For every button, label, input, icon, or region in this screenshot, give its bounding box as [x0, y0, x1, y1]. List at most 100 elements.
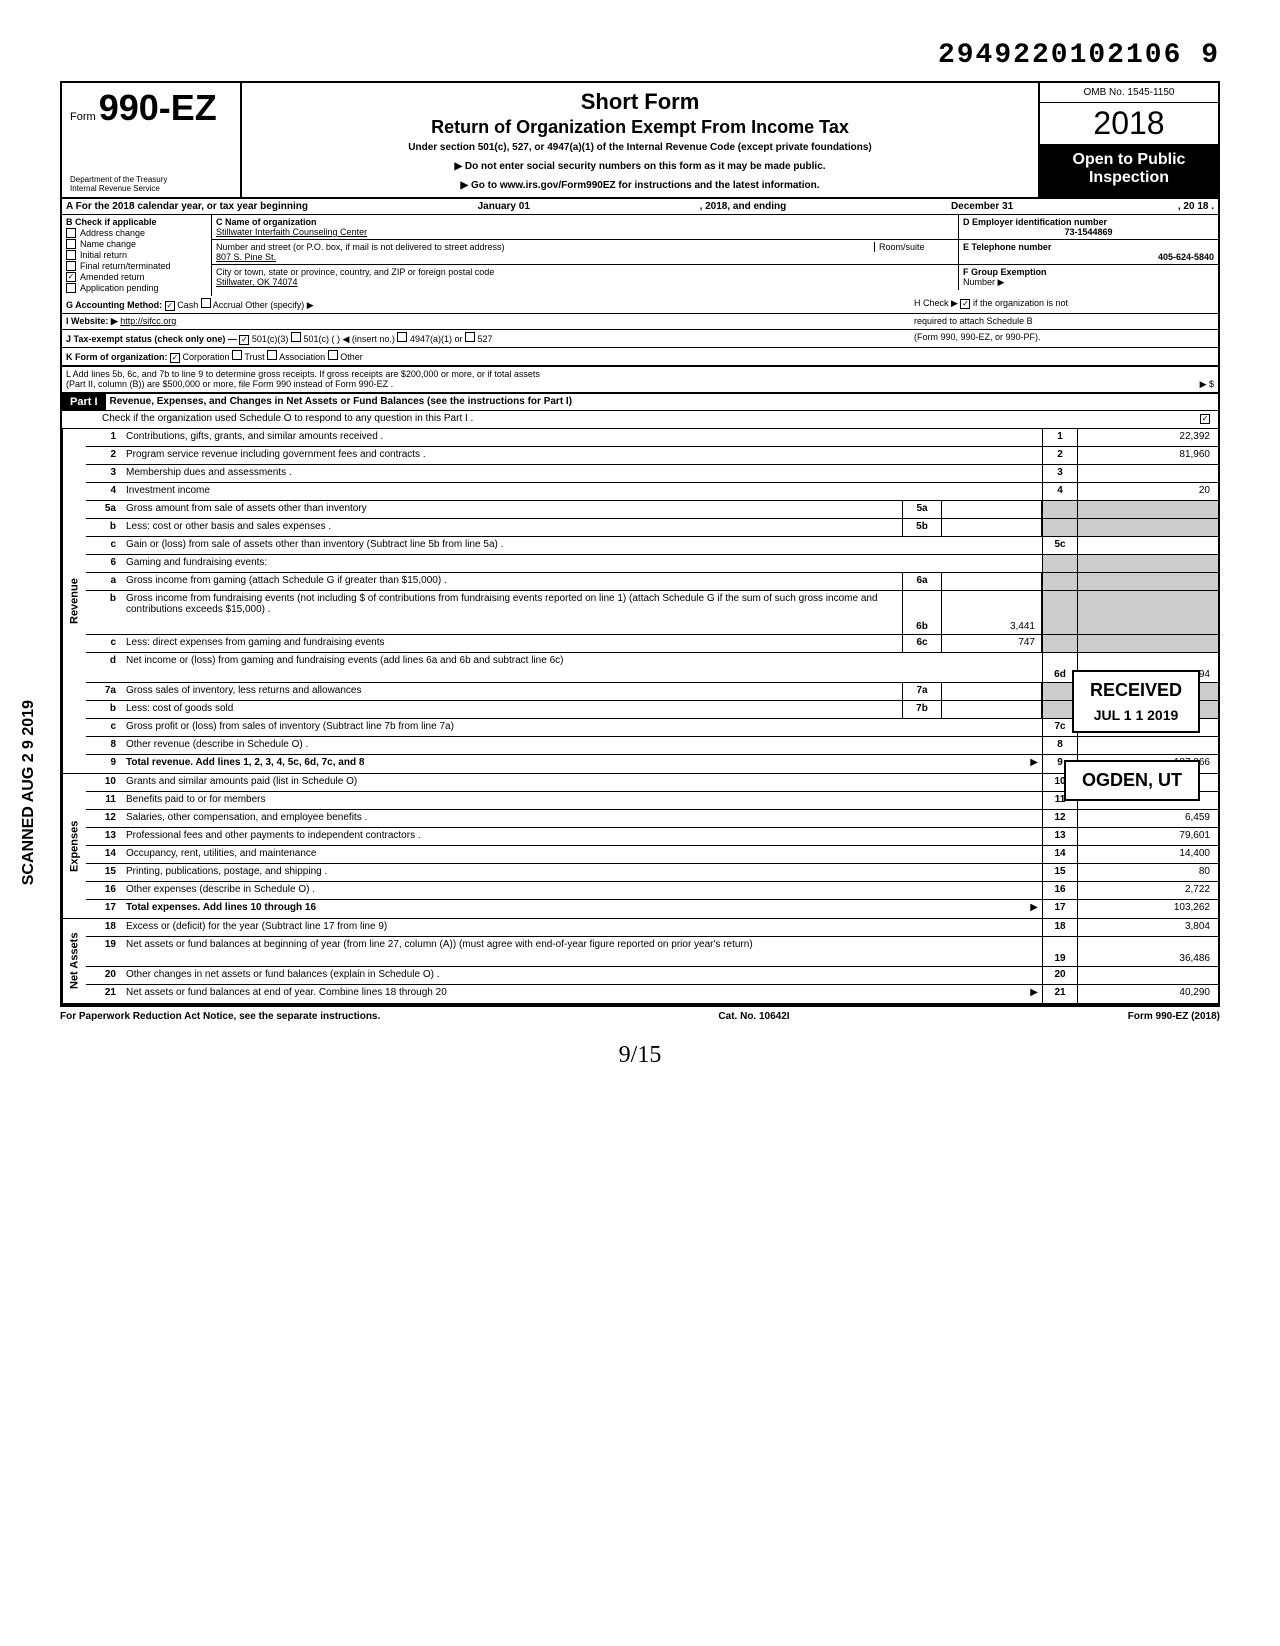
row-a-label-text: A For the 2018 calendar year, or tax yea… — [66, 201, 308, 212]
row-h: H Check ▶ if the organization is not — [914, 298, 1214, 311]
header-left: Form 990-EZ Department of the Treasury I… — [62, 83, 242, 197]
line-12-endnum: 12 — [1042, 810, 1078, 827]
l-arrow: ▶ $ — [1200, 379, 1214, 390]
line-6c-num: c — [86, 635, 122, 652]
line-6c: c Less: direct expenses from gaming and … — [86, 635, 1218, 653]
line-2-endnum: 2 — [1042, 447, 1078, 464]
line-5b-shade2 — [1078, 519, 1218, 536]
year-text: 2018 — [1093, 105, 1164, 141]
line-3-num: 3 — [86, 465, 122, 482]
line-5c: c Gain or (loss) from sale of assets oth… — [86, 537, 1218, 555]
row-a-end: December 31 — [790, 199, 1174, 214]
line-19-endnum: 19 — [1042, 937, 1078, 966]
line-5a-shade1 — [1042, 501, 1078, 518]
line-3-endnum: 3 — [1042, 465, 1078, 482]
line-13-value: 79,601 — [1078, 828, 1218, 845]
line-21-text: Net assets or fund balances at end of ye… — [122, 985, 1042, 1003]
chk-address-change[interactable]: Address change — [66, 228, 207, 238]
chk-amended-return[interactable]: Amended return — [66, 272, 207, 282]
line-4-num: 4 — [86, 483, 122, 500]
line-12-num: 12 — [86, 810, 122, 827]
part1-title: Revenue, Expenses, and Changes in Net As… — [106, 394, 1218, 410]
line-7a-midbox: 7a — [902, 683, 942, 700]
line-3-value — [1078, 465, 1218, 482]
line-11-num: 11 — [86, 792, 122, 809]
chk-initial-return[interactable]: Initial return — [66, 250, 207, 260]
line-6b-shade1 — [1042, 591, 1078, 634]
k-other: Other — [340, 352, 363, 362]
scanned-stamp: SCANNED AUG 2 9 2019 — [20, 700, 38, 885]
row-a-yr-text: , 20 18 . — [1178, 201, 1214, 212]
line-7b-num: b — [86, 701, 122, 718]
chk-4947-icon[interactable] — [397, 332, 407, 342]
line-6: 6 Gaming and fundraising events: — [86, 555, 1218, 573]
chk-corp-icon[interactable] — [170, 353, 180, 363]
chk-label-0: Address change — [80, 228, 145, 238]
chk-final-return[interactable]: Final return/terminated — [66, 261, 207, 271]
line-3: 3 Membership dues and assessments . 3 — [86, 465, 1218, 483]
section-b-c-d: B Check if applicable Address change Nam… — [60, 215, 1220, 296]
line-16-value: 2,722 — [1078, 882, 1218, 899]
h-label1: H Check ▶ — [914, 298, 958, 308]
line-15-num: 15 — [86, 864, 122, 881]
f-label: F Group Exemption — [963, 267, 1214, 277]
revenue-lines: 1 Contributions, gifts, grants, and simi… — [86, 429, 1218, 773]
line-6b-shade2 — [1078, 591, 1218, 634]
subtitle: Under section 501(c), 527, or 4947(a)(1)… — [252, 142, 1028, 153]
line-6c-midbox: 6c — [902, 635, 942, 652]
line-13-num: 13 — [86, 828, 122, 845]
page-footer: For Paperwork Reduction Act Notice, see … — [60, 1005, 1220, 1022]
line-4-text: Investment income — [122, 483, 1042, 500]
row-a-yr: , 20 18 . — [1174, 199, 1218, 214]
chk-label-1: Name change — [80, 239, 136, 249]
line-6c-shade1 — [1042, 635, 1078, 652]
chk-501c-icon[interactable] — [291, 332, 301, 342]
expenses-lines: 10 Grants and similar amounts paid (list… — [86, 774, 1218, 918]
line-6d-num: d — [86, 653, 122, 682]
line-21-endnum: 21 — [1042, 985, 1078, 1003]
chk-label-5: Application pending — [80, 283, 159, 293]
chk-label-3: Final return/terminated — [80, 261, 171, 271]
chk-trust-icon[interactable] — [232, 350, 242, 360]
col-b-checkboxes: B Check if applicable Address change Nam… — [62, 215, 212, 296]
line-15-text: Printing, publications, postage, and shi… — [122, 864, 1042, 881]
row-a-mid-text: , 2018, and ending — [700, 201, 787, 212]
line-4-value: 20 — [1078, 483, 1218, 500]
chk-cash-icon[interactable] — [165, 301, 175, 311]
open-to-public: Open to Public Inspection — [1040, 145, 1218, 197]
chk-other-icon[interactable] — [328, 350, 338, 360]
line-5a-midbox: 5a — [902, 501, 942, 518]
line-15-endnum: 15 — [1042, 864, 1078, 881]
line-7a-text: Gross sales of inventory, less returns a… — [122, 683, 902, 700]
line-17-bold: Total expenses. Add lines 10 through 16 — [126, 902, 316, 913]
row-k: K Form of organization: Corporation Trus… — [60, 348, 1220, 367]
chk-501c3-icon[interactable] — [239, 335, 249, 345]
line-6a-midval — [942, 573, 1042, 590]
row-a-label: A For the 2018 calendar year, or tax yea… — [62, 199, 312, 214]
line-7a-midval — [942, 683, 1042, 700]
row-address: Number and street (or P.O. box, if mail … — [212, 240, 1218, 265]
open-line1: Open to Public — [1046, 151, 1212, 169]
b-header-text: B Check if applicable — [66, 217, 157, 227]
chk-h-icon[interactable] — [960, 299, 970, 309]
line-18-endnum: 18 — [1042, 919, 1078, 936]
line-5c-text: Gain or (loss) from sale of assets other… — [122, 537, 1042, 554]
chk-accrual-icon[interactable] — [201, 298, 211, 308]
chk-name-change[interactable]: Name change — [66, 239, 207, 249]
chk-527-icon[interactable] — [465, 332, 475, 342]
b-header: B Check if applicable — [66, 217, 207, 227]
ogden-stamp: OGDEN, UT — [1064, 760, 1200, 801]
line-17-arrow: ▶ — [1030, 902, 1038, 913]
line-9-num: 9 — [86, 755, 122, 773]
chk-assoc-icon[interactable] — [267, 350, 277, 360]
j-o2: 501(c) ( — [303, 334, 334, 344]
chk-schedule-o-icon[interactable] — [1200, 414, 1210, 424]
city-value: Stillwater, OK 74074 — [216, 277, 954, 287]
chk-application-pending[interactable]: Application pending — [66, 283, 207, 293]
netassets-group: Net Assets 18 Excess or (deficit) for th… — [60, 919, 1220, 1005]
j-o3: ) ◀ (insert no.) — [337, 334, 395, 344]
g-accrual: Accrual — [213, 300, 243, 310]
line-6c-text: Less: direct expenses from gaming and fu… — [122, 635, 902, 652]
line-7b-midval — [942, 701, 1042, 718]
l-line2: (Part II, column (B)) are $500,000 or mo… — [66, 379, 1200, 390]
